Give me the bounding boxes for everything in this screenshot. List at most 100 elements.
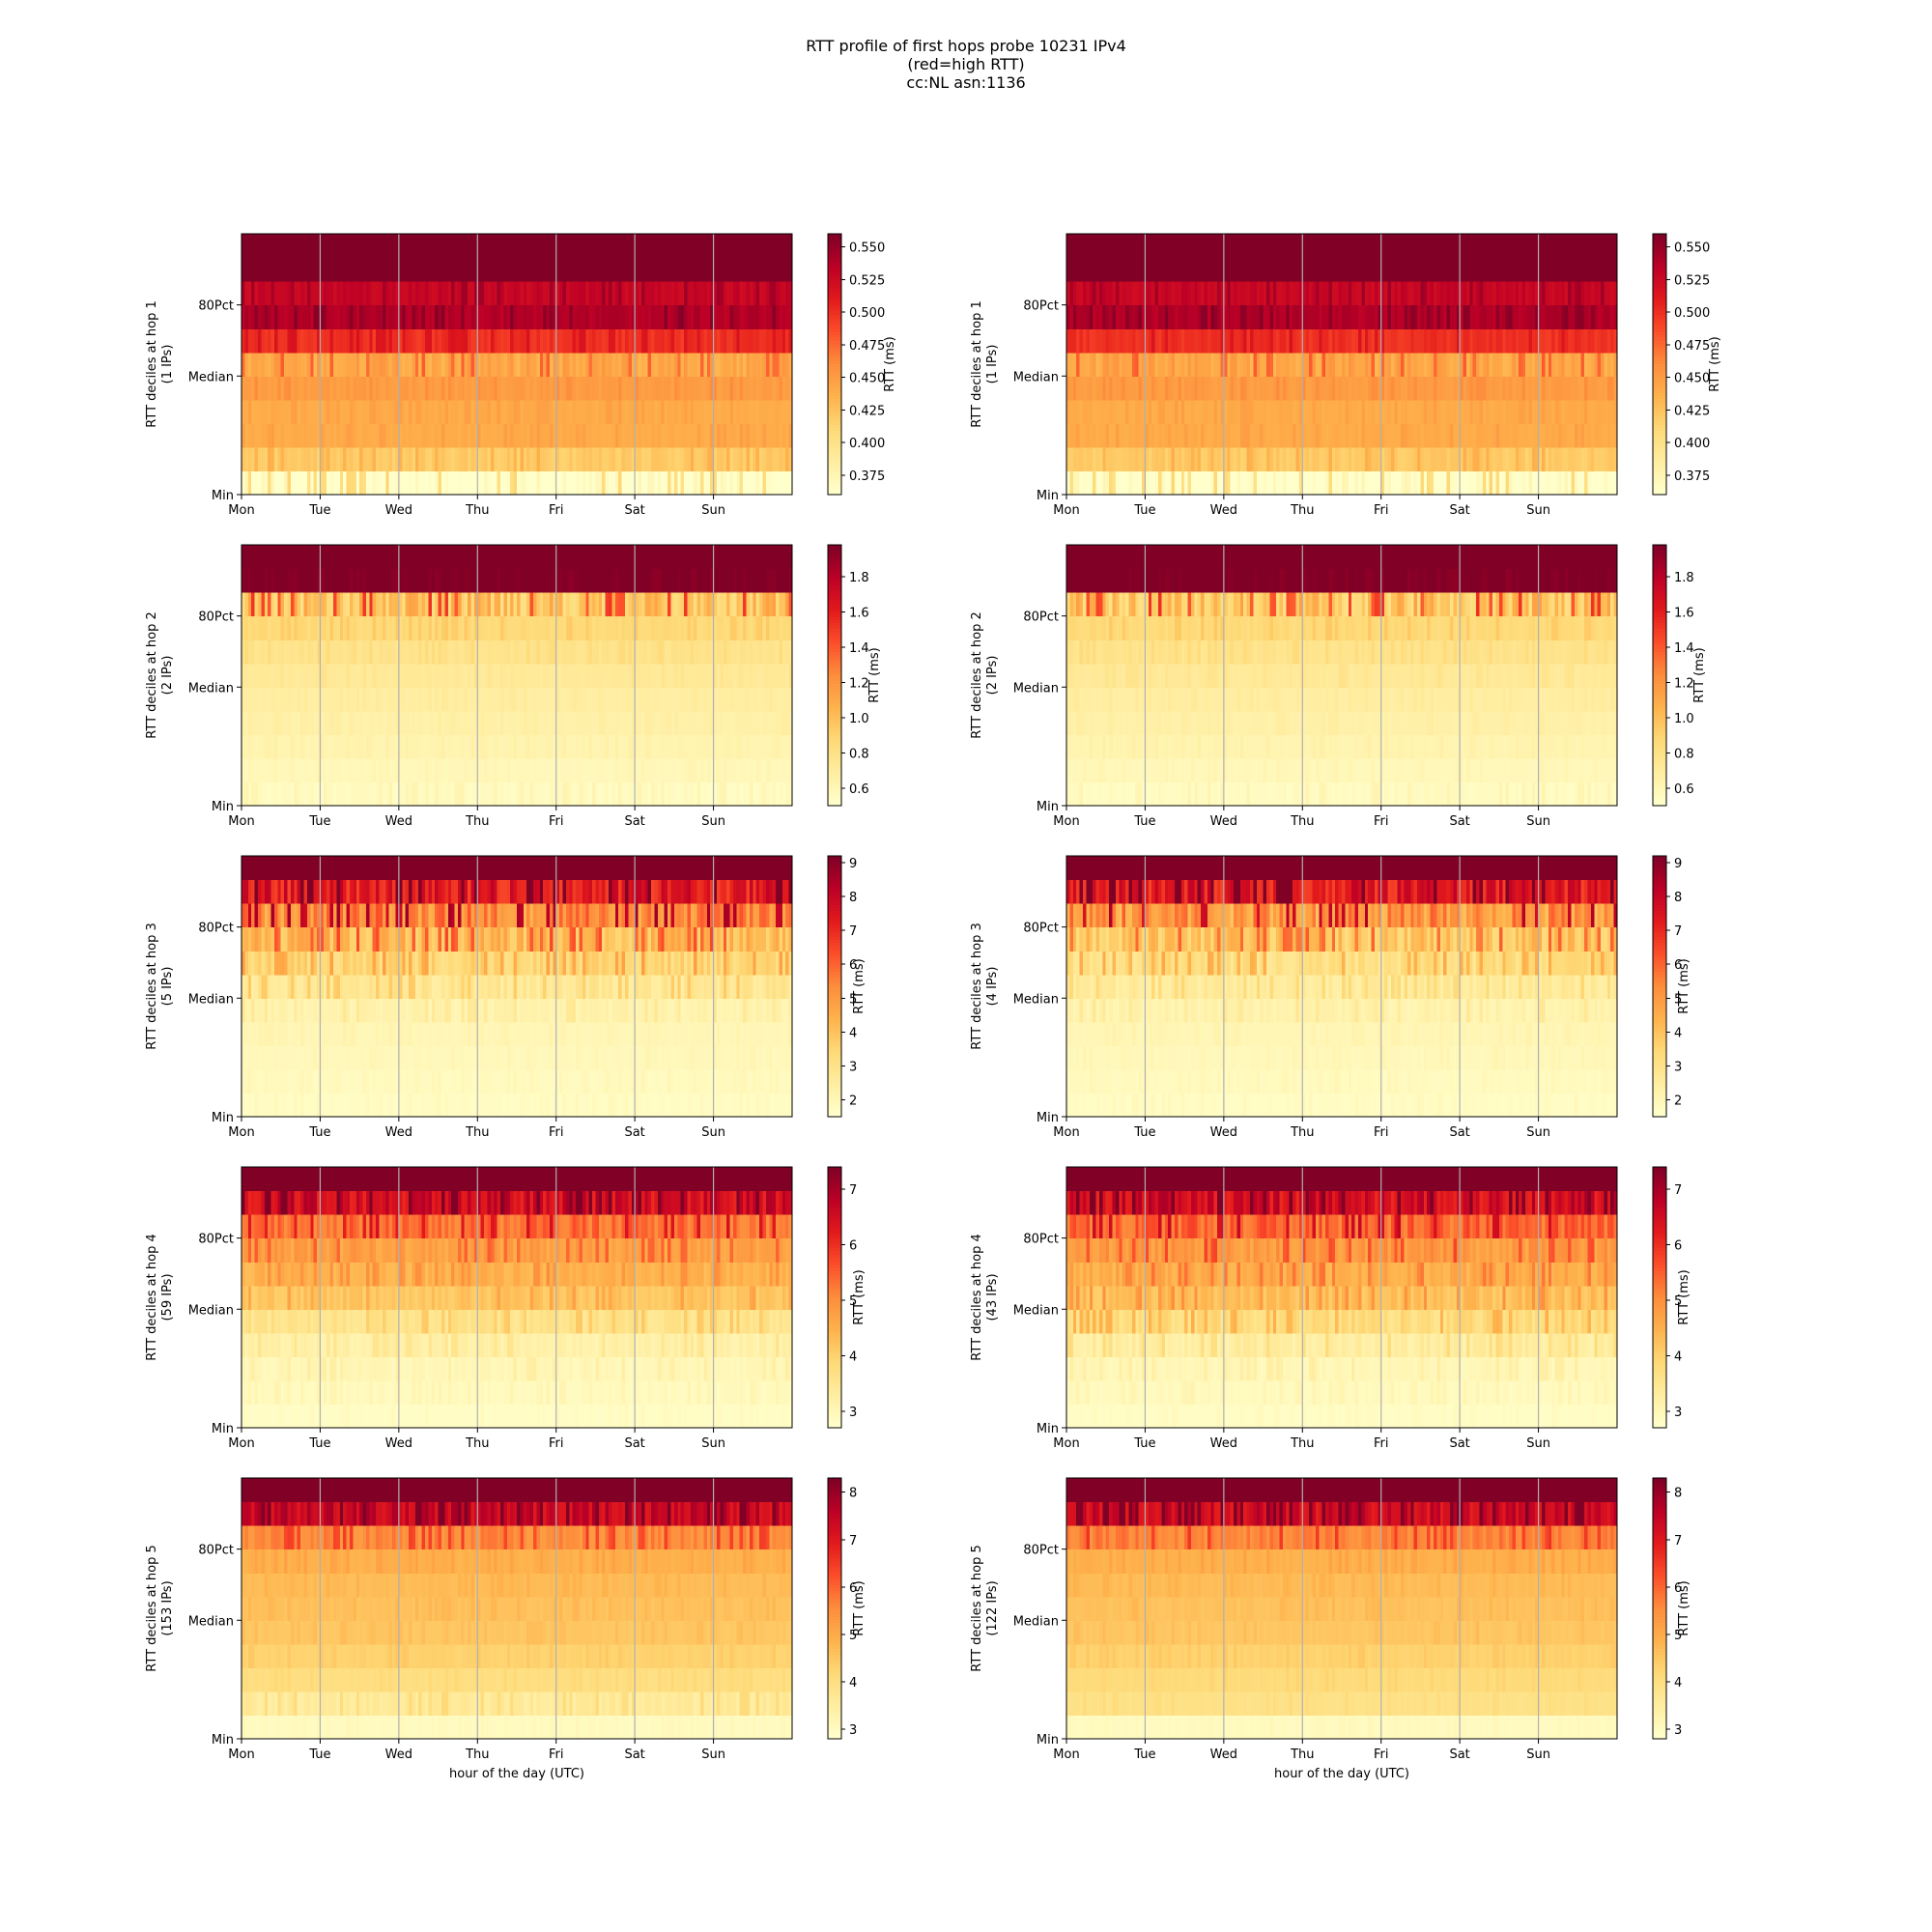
heatmap-cell <box>549 376 554 401</box>
heatmap-cell <box>280 352 285 377</box>
heatmap-cell <box>346 281 351 306</box>
heatmap-cell <box>582 781 586 807</box>
heatmap-cell <box>569 781 574 807</box>
heatmap-cell <box>388 304 393 329</box>
heatmap-cell <box>494 446 498 472</box>
heatmap-cell <box>765 663 770 688</box>
heatmap-cell <box>1564 352 1569 377</box>
colorbar-step <box>828 257 841 261</box>
heatmap-cell <box>398 734 403 759</box>
heatmap-cell <box>355 399 360 424</box>
heatmap-cell <box>454 781 459 807</box>
heatmap-cell <box>779 710 783 735</box>
heatmap-cell <box>1460 281 1464 306</box>
heatmap-cell <box>657 352 662 377</box>
heatmap-cell <box>661 663 666 688</box>
heatmap-cell <box>576 257 581 282</box>
heatmap-cell <box>431 376 436 401</box>
heatmap-cell <box>385 376 390 401</box>
heatmap-cell <box>1098 352 1103 377</box>
heatmap-cell <box>618 304 623 329</box>
heatmap-cell <box>1423 399 1428 424</box>
heatmap-cell <box>788 687 793 712</box>
heatmap-cell <box>1577 352 1582 377</box>
heatmap-cell <box>1505 304 1510 329</box>
heatmap-cell <box>1315 281 1320 306</box>
heatmap-cell <box>1613 352 1618 377</box>
heatmap-cell <box>1568 352 1573 377</box>
heatmap-cell <box>1171 399 1176 424</box>
heatmap-cell <box>559 446 564 472</box>
heatmap-cell <box>323 710 327 735</box>
heatmap-cell <box>572 446 577 472</box>
heatmap-cell <box>1502 281 1507 306</box>
heatmap-cell <box>1472 352 1477 377</box>
heatmap-cell <box>1476 234 1481 259</box>
heatmap-cell <box>1265 470 1270 496</box>
heatmap-cell <box>1115 446 1120 472</box>
heatmap-cell <box>1446 399 1451 424</box>
heatmap-cell <box>421 257 426 282</box>
heatmap-cell <box>562 470 567 496</box>
heatmap-cell <box>1093 328 1097 354</box>
heatmap-cell <box>690 757 695 783</box>
heatmap-cell <box>1374 352 1378 377</box>
heatmap-cell <box>264 234 269 259</box>
heatmap-cell <box>431 352 436 377</box>
heatmap-cell <box>1463 234 1467 259</box>
heatmap-cell <box>1328 304 1333 329</box>
heatmap-cell <box>1604 257 1608 282</box>
heatmap-cell <box>1119 352 1123 377</box>
heatmap-cell <box>1138 281 1143 306</box>
heatmap-cell <box>284 757 289 783</box>
heatmap-cell <box>1577 328 1582 354</box>
heatmap-cell <box>1272 399 1277 424</box>
heatmap-cell <box>1525 281 1529 306</box>
heatmap-cell <box>444 304 449 329</box>
heatmap-cell <box>261 663 266 688</box>
heatmap-cell <box>749 734 753 759</box>
heatmap-cell <box>494 352 498 377</box>
heatmap-cell <box>359 446 364 472</box>
heatmap-cell <box>532 687 537 712</box>
heatmap-cell <box>765 257 770 282</box>
heatmap-cell <box>673 687 678 712</box>
heatmap-cell <box>1243 304 1248 329</box>
heatmap-cell <box>638 781 642 807</box>
colorbar-step <box>1653 373 1666 377</box>
heatmap-cell <box>703 781 708 807</box>
heatmap-cell <box>385 281 390 306</box>
heatmap-cell <box>1348 470 1352 496</box>
heatmap-cell <box>696 234 701 259</box>
heatmap-cell <box>323 399 327 424</box>
heatmap-cell <box>1590 234 1595 259</box>
heatmap-cell <box>1079 446 1084 472</box>
heatmap-cell <box>1489 423 1493 448</box>
heatmap-cell <box>409 710 413 735</box>
heatmap-cell <box>273 328 278 354</box>
heatmap-cell <box>1482 304 1487 329</box>
heatmap-cell <box>320 734 325 759</box>
heatmap-cell <box>409 234 413 259</box>
heatmap-cell <box>1168 376 1173 401</box>
heatmap-cell <box>487 328 492 354</box>
heatmap-cell <box>1260 257 1264 282</box>
heatmap-cell <box>290 687 295 712</box>
heatmap-cell <box>769 352 774 377</box>
heatmap-cell <box>1374 328 1378 354</box>
heatmap-cell <box>1568 257 1573 282</box>
heatmap-cell <box>414 281 419 306</box>
heatmap-cell <box>602 687 607 712</box>
heatmap-cell <box>592 757 597 783</box>
heatmap-cell <box>638 446 642 472</box>
heatmap-cell <box>1066 446 1070 472</box>
heatmap-cell <box>1151 328 1156 354</box>
heatmap-cell <box>428 257 433 282</box>
heatmap-cell <box>723 304 727 329</box>
heatmap-cell <box>1557 304 1562 329</box>
heatmap-cell <box>611 734 616 759</box>
heatmap-cell <box>1521 234 1526 259</box>
heatmap-cell <box>543 257 548 282</box>
heatmap-cell <box>614 423 619 448</box>
heatmap-cell <box>284 734 289 759</box>
